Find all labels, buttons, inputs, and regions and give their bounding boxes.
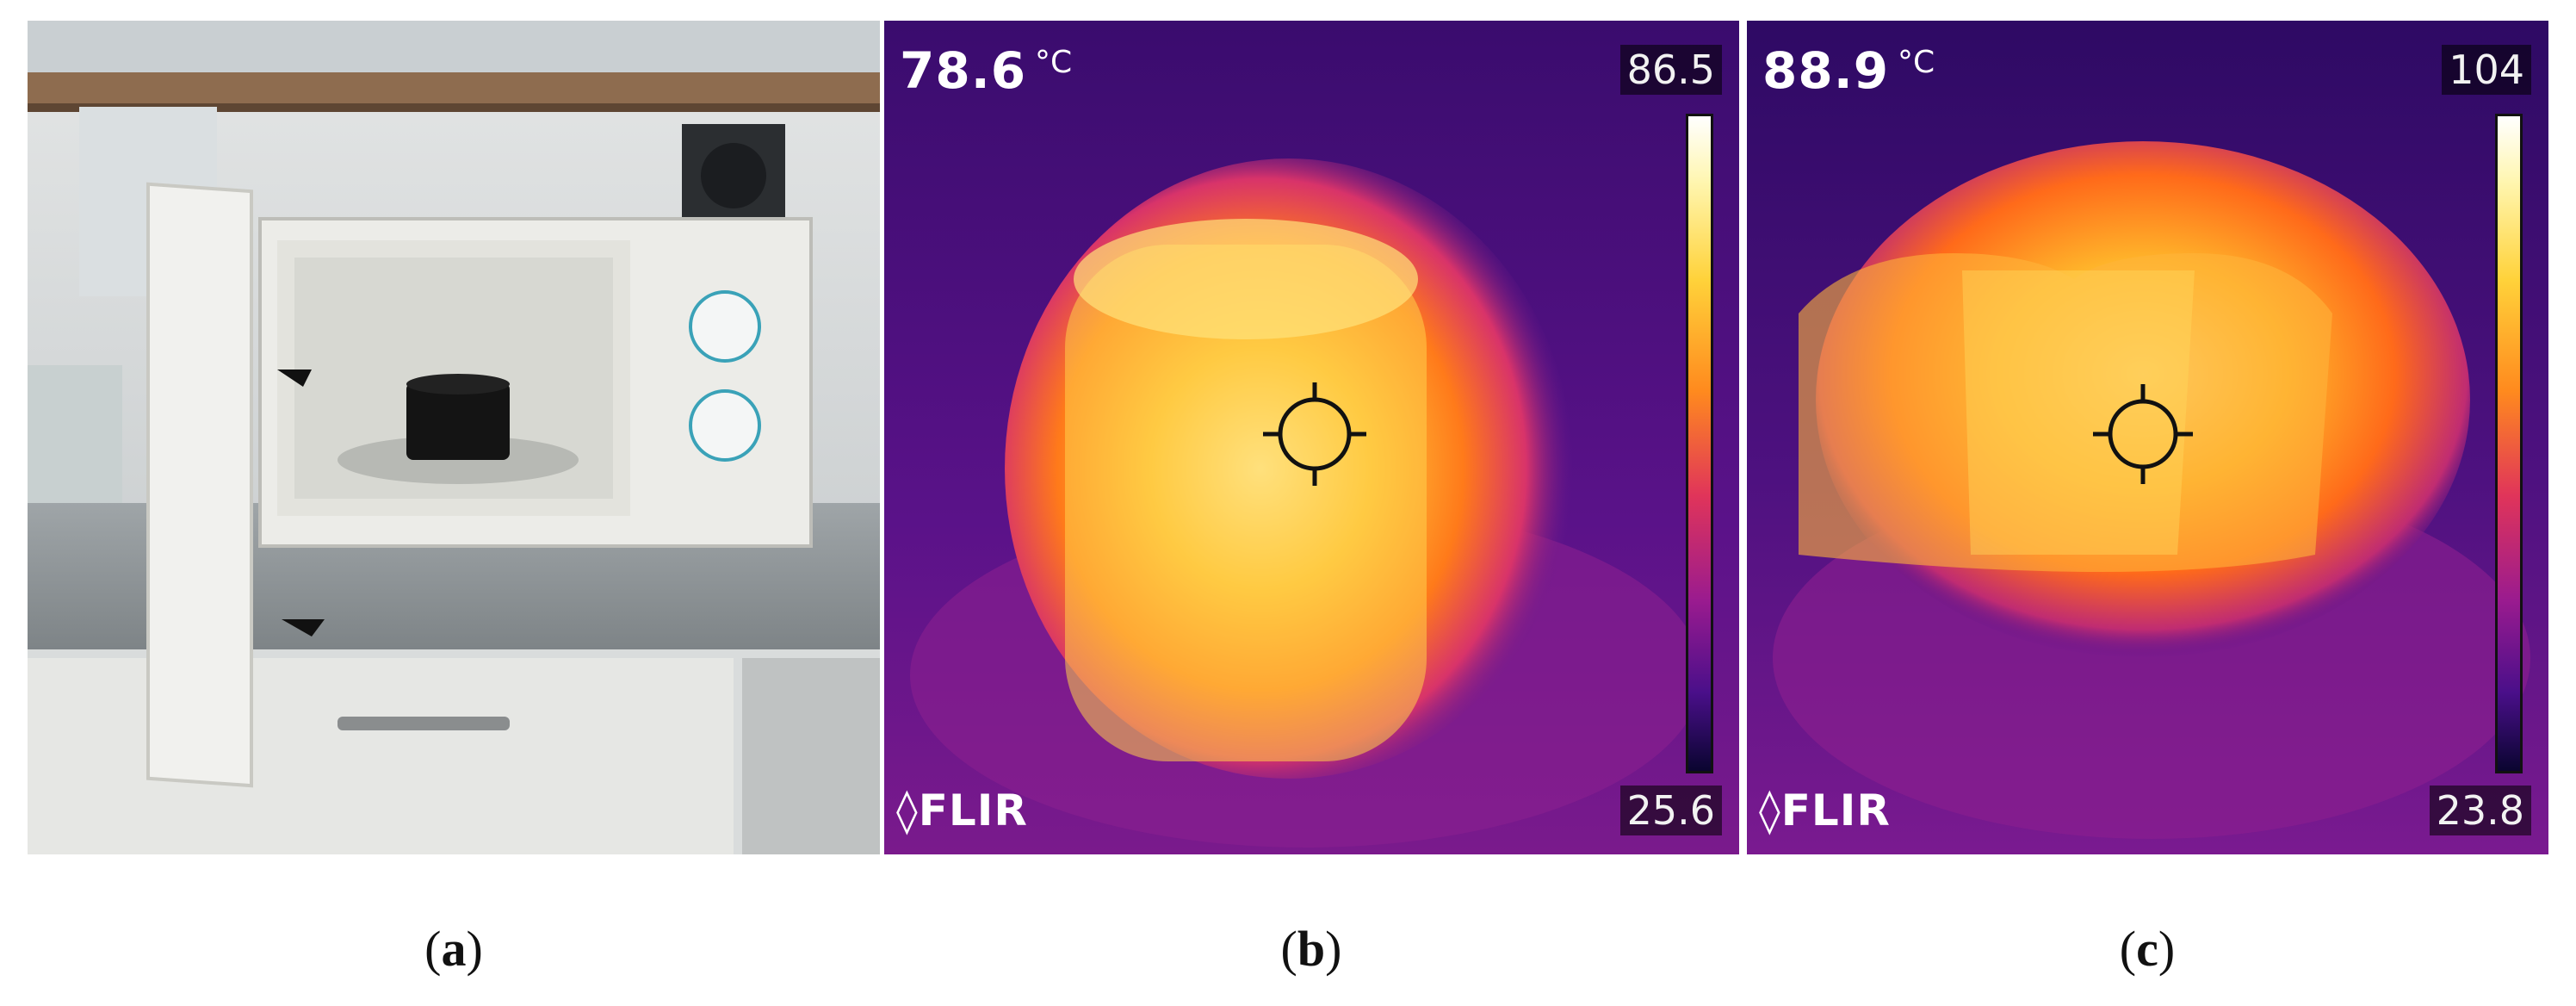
caption-b-open: ( xyxy=(1280,921,1297,977)
caption-b-letter: b xyxy=(1297,921,1326,977)
thermal-image-c xyxy=(1747,21,2548,854)
caption-c: (c) xyxy=(2120,920,2175,978)
temperature-unit-c: °C xyxy=(1898,45,1935,80)
flir-logo-c: ◊FLIR xyxy=(1759,786,1891,835)
caption-a-open: ( xyxy=(424,921,442,977)
scale-max-b: 86.5 xyxy=(1619,45,1722,95)
scale-min-c: 23.8 xyxy=(2429,786,2531,835)
caption-a-close: ) xyxy=(466,921,483,977)
microwave-photo xyxy=(28,21,880,854)
flir-logo-b: ◊FLIR xyxy=(896,786,1028,835)
color-scale-bar-b xyxy=(1686,114,1713,773)
crosshair-icon xyxy=(1263,382,1366,486)
caption-c-close: ) xyxy=(2158,921,2176,977)
crosshair-icon xyxy=(2093,384,2193,484)
thermal-panel-c: 88.9 °C 104 23.8 ◊FLIR xyxy=(1747,21,2548,854)
spot-temperature-c: 88.9 xyxy=(1762,41,1890,100)
thermal-panel-b: 78.6 °C 86.5 25.6 ◊FLIR xyxy=(884,21,1739,854)
flir-brand-b: FLIR xyxy=(918,786,1028,835)
flir-brand-c: FLIR xyxy=(1780,786,1891,835)
photo-panel-a xyxy=(28,21,880,854)
caption-c-open: ( xyxy=(2119,921,2137,977)
thermal-image-b xyxy=(884,21,1739,854)
caption-a: (a) xyxy=(424,920,483,978)
temperature-unit-b: °C xyxy=(1035,45,1073,80)
caption-b: (b) xyxy=(1281,920,1342,978)
spot-temperature-b: 78.6 xyxy=(900,41,1027,100)
caption-a-letter: a xyxy=(441,921,467,977)
scale-max-c: 104 xyxy=(2442,45,2531,95)
caption-b-close: ) xyxy=(1325,921,1342,977)
color-scale-bar-c xyxy=(2495,114,2523,773)
scale-min-b: 25.6 xyxy=(1619,786,1722,835)
caption-c-letter: c xyxy=(2136,921,2158,977)
